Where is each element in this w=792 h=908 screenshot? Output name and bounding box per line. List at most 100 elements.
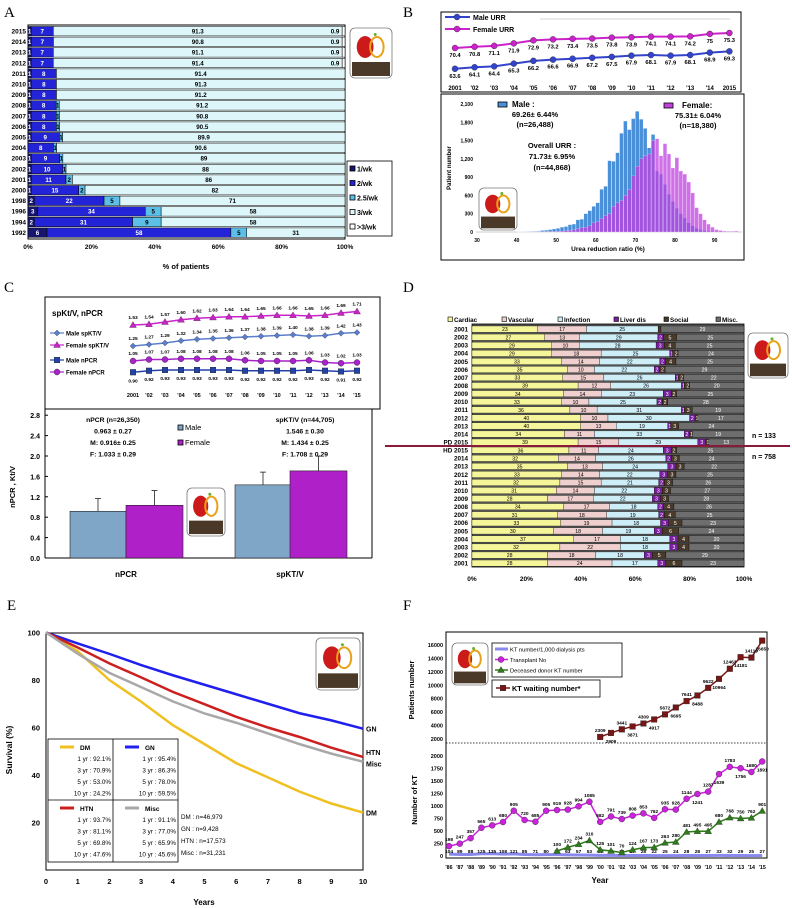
panel-c-point-label: 1.34 (192, 329, 202, 335)
panel-b-point (706, 30, 713, 38)
panel-d-data-label: 19 (639, 424, 645, 430)
panel-d-data-label: 24 (708, 424, 714, 430)
panel-d-data-label: 22 (627, 472, 633, 478)
panel-b-point-label: 67.2 (587, 63, 598, 69)
panel-f-point (672, 838, 680, 845)
panel-d-bar-segment (681, 559, 745, 567)
panel-b-x-tick: 50 (553, 238, 559, 244)
panel-d-data-label: 32 (513, 481, 519, 487)
panel-a-data-label: 7 (41, 39, 45, 46)
panel-d-year-label: 2013 (454, 423, 469, 430)
panel-d-data-label: 2 (660, 481, 663, 487)
panel-d-data-label: 17 (718, 416, 724, 422)
panel-f-point-label: 88 (468, 849, 474, 855)
panel-b-hist-bar-female (690, 192, 695, 233)
panel-b-point-label: 68.1 (645, 60, 657, 66)
panel-f-point-label: 63 (565, 849, 571, 855)
panel-d-data-label: 22 (587, 545, 593, 551)
panel-d-data-label: 2 (664, 400, 667, 406)
panel-c-x-tick: '14 (337, 393, 345, 399)
panel-b-hist-bar-female (682, 173, 687, 233)
panel-f-point (705, 684, 712, 691)
panel-d-bar-segment (667, 398, 745, 406)
panel-c-point-label: 1.57 (160, 312, 170, 318)
panel-f-point-label: 22 (652, 849, 658, 855)
panel-f-y-tick-bottom: 1500 (431, 779, 443, 785)
panel-e-legend-stat: 1 yr : 92.1% (77, 756, 111, 763)
panel-d-data-label: 19 (715, 408, 721, 414)
panel-d-bar-segment (692, 406, 745, 414)
panel-f-point-label: 685 (531, 813, 539, 819)
panel-f-point-label: 100 (553, 842, 561, 848)
panel-d-year-label: 2004 (454, 536, 469, 543)
panel-f-legend-label: KT number/1,000 dialysis pts (510, 648, 585, 654)
panel-e-x-tick: 4 (171, 877, 176, 886)
panel-f-x-tick: '04 (640, 865, 647, 871)
panel-e-x-tick: 7 (266, 877, 270, 886)
panel-f-point (628, 846, 637, 853)
panel-a-year-label: 2012 (12, 60, 27, 67)
panel-c-y-tick: 0.4 (30, 536, 40, 543)
panel-f-point-label: 27 (706, 849, 712, 855)
panel-d-data-label: 3 (672, 537, 675, 543)
panel-f-point-label: 53 (587, 849, 593, 855)
panel-d-legend-swatch (663, 316, 669, 322)
panel-a-data-label: 15 (51, 188, 58, 195)
panel-c-point-label: 1.07 (160, 350, 170, 356)
panel-d-data-label: 3 (687, 408, 690, 414)
panel-d-data-label: 36 (518, 448, 524, 454)
panel-a-data-label: 11 (45, 177, 52, 184)
panel-f-point-label: 357 (467, 829, 475, 835)
panel-f-x-tick: '07 (672, 865, 679, 871)
panel-d-bar-segment (675, 511, 745, 519)
panel-b-point-label: 75.3 (724, 38, 736, 44)
panel-d-data-label: 27 (704, 489, 710, 495)
panel-c-point (273, 311, 281, 318)
panel-c-point-label: 0.93 (304, 376, 314, 382)
panel-a-data-label: 2 (29, 219, 33, 226)
panel-c-point-label: 1.35 (208, 329, 218, 335)
panel-d-data-label: 10 (581, 408, 587, 414)
panel-b-hist-bar-female (611, 206, 616, 233)
panel-f-point-label: 28 (695, 849, 701, 855)
panel-e-legend-stat: 5 yr : 53.0% (77, 779, 111, 786)
panel-d-data-label: 2 (675, 351, 678, 357)
panel-d-data-label: 1 (696, 416, 699, 422)
panel-c-point (209, 355, 217, 362)
panel-c-point (305, 333, 313, 340)
panel-d-year-label: 2011 (454, 407, 468, 414)
panel-e-curve-label: DM (366, 811, 377, 818)
panel-b-x-tick: 30 (474, 238, 480, 244)
panel-e-x-tick: 5 (202, 877, 206, 886)
panel-d-legend-label: Infection (564, 317, 590, 324)
panel-c-point-label: 0.92 (256, 377, 266, 383)
panel-a-data-label: 1 (28, 113, 32, 120)
panel-b-female-stat: 75.31± 6.04% (675, 111, 722, 120)
panel-d-year-label: 2005 (454, 359, 469, 366)
panel-d-year-label: 2008 (454, 383, 469, 390)
panel-c-point (177, 337, 185, 344)
panel-b-hist-bar-female (627, 189, 632, 233)
panel-a-data-label: 0.9 (331, 50, 340, 57)
panel-f-point (618, 726, 625, 733)
panel-c-x-tick: '12 (305, 393, 312, 399)
panel-a-bar-segment (59, 121, 346, 132)
panel-c-npcr-annotation: 0.963 ± 0.27 (94, 429, 132, 436)
panel-f-x-tick: '05 (651, 865, 658, 871)
panel-c-point (322, 367, 329, 374)
panel-a-year-label: 2010 (12, 82, 27, 89)
panel-d-data-label: 3 (647, 553, 650, 559)
panel-d-data-label: 4 (682, 545, 685, 551)
panel-f-point (445, 842, 453, 850)
panel-c-point (257, 333, 265, 340)
panel-b-point (628, 34, 635, 41)
panel-b-point-label: 64.4 (489, 71, 501, 77)
panel-f-point-label: 198 (445, 837, 453, 843)
panel-d-year-label: 2003 (454, 544, 469, 551)
panel-b-point-label: 74.1 (665, 42, 677, 48)
panel-d-data-label: 23 (710, 521, 716, 527)
panel-b-point-label: 72.9 (528, 45, 540, 51)
panel-e-sample-size: DM : n=46,979 (181, 814, 223, 821)
panel-f-legend-marker (500, 685, 507, 692)
panel-b-point-label: 68.9 (704, 58, 716, 64)
